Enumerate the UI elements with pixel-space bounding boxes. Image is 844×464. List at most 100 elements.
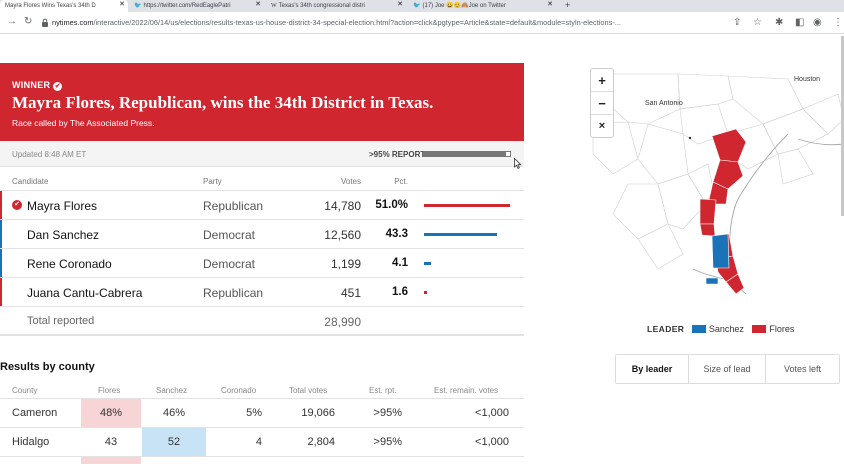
divider (0, 456, 524, 457)
wikipedia-icon: W (271, 3, 277, 9)
bookmark-star-icon[interactable]: ☆ (753, 17, 762, 28)
map-mode-toggle: By leader Size of lead Votes left (615, 354, 840, 384)
total-votes: 28,990 (324, 315, 361, 329)
winner-headline: Mayra Flores, Republican, wins the 34th … (12, 93, 434, 112)
divider (688, 355, 689, 383)
by-leader-button[interactable]: By leader (631, 364, 673, 374)
scrollbar[interactable] (841, 36, 844, 216)
column-header-pct: Pct. (394, 177, 408, 186)
legend-swatch-sanchez (691, 325, 706, 333)
back-arrow-icon[interactable]: → (7, 16, 17, 27)
candidate-name: Mayra Flores (27, 199, 98, 213)
county-flores-pct (81, 457, 141, 464)
county-est-remain: <1,000 (475, 436, 509, 448)
legend-label-flores: Flores (769, 324, 795, 334)
legend-label-sanchez: Sanchez (708, 324, 744, 334)
column-header-coronado: Coronado (221, 386, 257, 395)
close-tab-icon[interactable]: ✕ (547, 1, 553, 8)
profile-avatar-icon[interactable]: ◉ (813, 17, 822, 28)
divider (0, 427, 524, 428)
divider (0, 334, 524, 336)
county-est-remain: <1,000 (475, 407, 509, 419)
county-flores-pct: 48% (81, 399, 141, 427)
vote-share-bar (424, 291, 427, 294)
vote-share-bar (424, 262, 431, 265)
map-zoom-controls: + − × (590, 68, 614, 138)
race-called-note: Race called by The Associated Press. (12, 118, 155, 128)
browser-tab-bar: Mayra Flores Wins Texas's 34th D ✕ 🐦 http… (0, 0, 844, 12)
new-tab-button[interactable]: + (565, 0, 571, 10)
county-coronado-pct: 5% (246, 407, 262, 419)
candidate-votes: 12,560 (324, 228, 361, 242)
column-header-total-votes: Total votes (289, 386, 328, 395)
party-stripe (0, 249, 2, 277)
candidate-votes: 451 (340, 286, 361, 300)
county-flores-pct: 43 (104, 436, 118, 448)
browser-tab[interactable]: Mayra Flores Wins Texas's 34th D ✕ (0, 0, 128, 12)
twitter-icon: 🐦 (134, 3, 142, 9)
address-bar: → ↻ nytimes.com/interactive/2022/06/14/u… (0, 12, 844, 34)
candidate-name: Rene Coronado (27, 257, 112, 271)
url-text[interactable]: nytimes.com/interactive/2022/06/14/us/el… (52, 18, 621, 27)
divider (765, 355, 766, 383)
browser-tab[interactable]: 🐦 https://twitter.com/RedEaglePatri ✕ (129, 0, 264, 12)
winner-banner: WINNER ✔ Mayra Flores, Republican, wins t… (0, 63, 524, 141)
candidate-pct: 1.6 (392, 286, 408, 298)
side-panel-icon[interactable]: ◧ (795, 17, 805, 28)
county-name: Cameron (12, 407, 58, 419)
county-est-rpt: >95% (373, 436, 402, 448)
county-results-title: Results by county (0, 361, 95, 373)
legend-swatch-flores (752, 325, 767, 333)
candidate-row: Dan Sanchez Democrat 12,560 43.3 (0, 219, 524, 248)
total-label: Total reported (27, 315, 95, 327)
reporting-status-bar: Updated 8:48 AM ET >95% REPORTED (0, 141, 524, 167)
candidate-row: Rene Coronado Democrat 1,199 4.1 (0, 248, 524, 277)
size-of-lead-button[interactable]: Size of lead (703, 364, 751, 374)
candidate-party: Republican (203, 199, 264, 213)
reload-icon[interactable]: ↻ (24, 16, 33, 27)
party-stripe (0, 220, 2, 248)
legend-title: LEADER (647, 324, 685, 334)
votes-left-button[interactable]: Votes left (783, 364, 822, 374)
tab-label: Texas's 34th congressional distri (278, 3, 365, 9)
total-row: Total reported 28,990 (0, 306, 524, 335)
candidate-votes: 1,199 (330, 257, 361, 271)
winner-check-icon: ✔ (12, 200, 22, 210)
browser-tab[interactable]: 🐦 (17) Joe 😀😊🙈Joe on Twitter ✕ (408, 0, 556, 12)
browser-tab[interactable]: W Texas's 34th congressional distri ✕ (266, 0, 406, 12)
close-tab-icon[interactable]: ✕ (397, 1, 403, 8)
party-stripe (0, 278, 2, 306)
zoom-in-button[interactable]: + (591, 69, 613, 92)
tab-label: Mayra Flores Wins Texas's 34th D (5, 3, 96, 9)
close-tab-icon[interactable]: ✕ (119, 1, 125, 8)
tab-label: (17) Joe 😀😊🙈Joe on Twitter (422, 3, 506, 9)
candidate-party: Democrat (203, 257, 256, 271)
county-name: Hidalgo (12, 436, 50, 448)
column-header-flores: Flores (98, 386, 121, 395)
updated-time: Updated 8:48 AM ET (12, 150, 87, 159)
county-total-votes: 19,066 (301, 407, 335, 419)
san-antonio-marker (688, 136, 692, 140)
lock-icon (42, 18, 48, 27)
column-header-votes: Votes (340, 177, 361, 186)
county-est-rpt: >95% (373, 407, 402, 419)
column-header-est-remain: Est. remain. votes (434, 386, 499, 395)
close-tab-icon[interactable]: ✕ (255, 1, 261, 8)
column-header-county: County (12, 386, 38, 395)
extensions-puzzle-icon[interactable]: ✱ (775, 17, 784, 28)
zoom-out-button[interactable]: − (591, 92, 613, 115)
vote-share-bar (424, 204, 510, 207)
column-header-est-rpt: Est. rpt. (369, 386, 397, 395)
district-map[interactable] (588, 64, 844, 304)
page-content: WINNER ✔ Mayra Flores, Republican, wins t… (0, 34, 844, 464)
candidate-pct: 51.0% (375, 199, 408, 211)
reset-map-button[interactable]: × (598, 120, 606, 132)
reported-progress-bar (423, 151, 511, 157)
county-total-votes: 2,804 (307, 436, 335, 448)
share-icon[interactable]: ⇪ (733, 17, 742, 28)
candidate-votes: 14,780 (324, 199, 361, 213)
candidate-name: Dan Sanchez (27, 228, 100, 242)
browser-menu-icon[interactable]: ⋮ (833, 17, 843, 28)
candidate-row: Juana Cantu-Cabrera Republican 451 1.6 (0, 277, 524, 306)
winner-label: WINNER ✔ (12, 80, 63, 91)
